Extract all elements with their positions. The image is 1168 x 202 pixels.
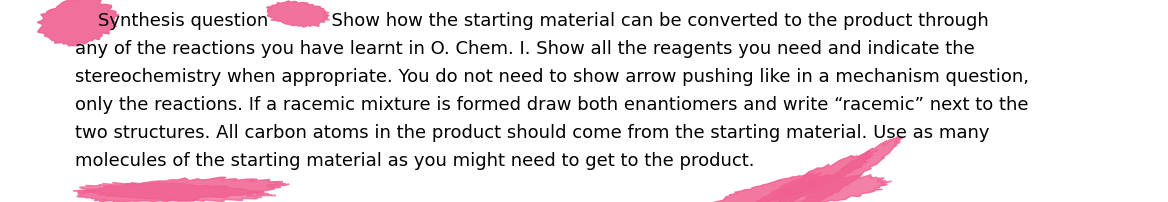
Text: two structures. All carbon atoms in the product should come from the starting ma: two structures. All carbon atoms in the … — [75, 124, 989, 142]
Polygon shape — [707, 173, 832, 202]
Polygon shape — [798, 136, 903, 202]
Text: any of the reactions you have learnt in O. Chem. I. Show all the reagents you ne: any of the reactions you have learnt in … — [75, 40, 975, 58]
Polygon shape — [79, 182, 276, 201]
Polygon shape — [37, 0, 119, 46]
Polygon shape — [72, 177, 290, 202]
Text: stereochemistry when appropriate. You do not need to show arrow pushing like in : stereochemistry when appropriate. You do… — [75, 68, 1029, 86]
Polygon shape — [773, 175, 891, 202]
Text: molecules of the starting material as you might need to get to the product.: molecules of the starting material as yo… — [75, 152, 755, 170]
Text: Synthesis question           Show how the starting material can be converted to : Synthesis question Show how the starting… — [75, 12, 989, 30]
Polygon shape — [748, 149, 878, 202]
Text: only the reactions. If a racemic mixture is formed draw both enantiomers and wri: only the reactions. If a racemic mixture… — [75, 96, 1029, 114]
Polygon shape — [266, 1, 329, 27]
